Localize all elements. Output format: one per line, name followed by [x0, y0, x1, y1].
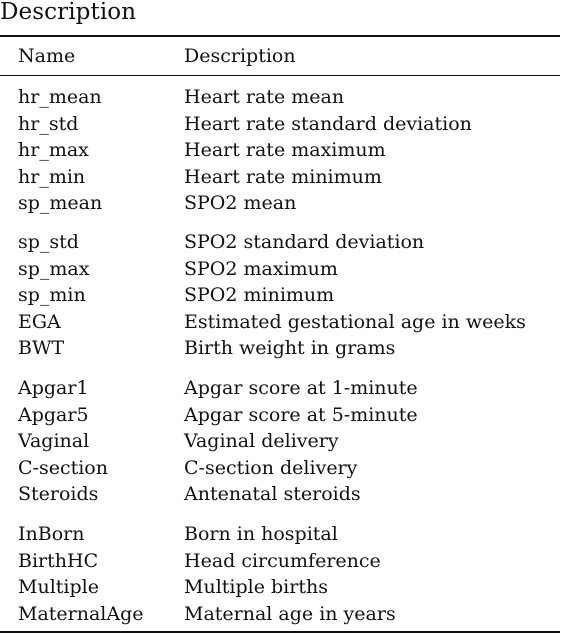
cell-name: sp_std [18, 231, 79, 253]
cell-name: hr_mean [18, 86, 102, 108]
table-row: Steroids Antenatal steroids [0, 481, 560, 508]
cell-name: Multiple [18, 576, 99, 598]
cell-description: Heart rate minimum [184, 165, 382, 188]
cell-name: C-section [18, 456, 108, 479]
header-description: Description [184, 45, 296, 67]
table-row: hr_std Heart rate standard deviation [0, 111, 560, 138]
cell-name: BWT [18, 337, 65, 359]
cell-name: EGA [18, 310, 61, 333]
bottom-rule [0, 631, 560, 633]
cell-description: SPO2 maximum [184, 257, 338, 280]
cell-description: Heart rate mean [184, 86, 345, 108]
cell-name: BirthHC [18, 549, 99, 572]
row-group-delivery: Apgar1 Apgar score at 1-minute Apgar5 Ap… [0, 375, 560, 508]
table-row: hr_mean Heart rate mean [0, 84, 560, 111]
cell-name: Apgar5 [18, 403, 89, 426]
top-rule [0, 35, 560, 37]
cell-description: SPO2 minimum [184, 284, 335, 306]
table-row: C-section C-section delivery [0, 455, 560, 482]
cell-description: Vaginal delivery [184, 430, 339, 452]
table-row: InBorn Born in hospital [0, 521, 560, 548]
cell-name: sp_min [18, 284, 86, 306]
header-rule [0, 75, 560, 76]
table-row: hr_max Heart rate maximum [0, 137, 560, 164]
cell-name: sp_mean [18, 192, 103, 214]
table-row: hr_min Heart rate minimum [0, 164, 560, 191]
table-row: EGA Estimated gestational age in weeks [0, 309, 560, 336]
row-group-heart-rate: hr_mean Heart rate mean hr_std Heart rat… [0, 84, 560, 217]
cell-name: Apgar1 [18, 377, 89, 399]
cell-name: MaternalAge [18, 602, 144, 625]
cell-description: Birth weight in grams [184, 337, 396, 359]
cell-description: Maternal age in years [184, 602, 396, 625]
cell-name: InBorn [18, 523, 85, 545]
cell-name: sp_max [18, 257, 90, 280]
cell-description: SPO2 standard deviation [184, 231, 425, 253]
table-row: BirthHC Head circumference [0, 548, 560, 575]
cell-description: Estimated gestational age in weeks [184, 310, 526, 333]
table-header: Name Description [0, 42, 560, 70]
cell-description: C-section delivery [184, 456, 358, 479]
header-name: Name [18, 45, 76, 67]
table-row: Apgar5 Apgar score at 5-minute [0, 402, 560, 429]
cell-description: Apgar score at 5-minute [184, 403, 418, 426]
cell-description: Antenatal steroids [184, 483, 361, 505]
table-caption: Description [0, 0, 137, 25]
table-row: MaternalAge Maternal age in years [0, 601, 560, 628]
cell-name: hr_max [18, 139, 89, 161]
table-row: Multiple Multiple births [0, 574, 560, 601]
cell-description: Born in hospital [184, 523, 338, 545]
cell-name: hr_min [18, 165, 86, 188]
cell-description: SPO2 mean [184, 192, 297, 214]
table-row: sp_min SPO2 minimum [0, 282, 560, 309]
table-row: sp_std SPO2 standard deviation [0, 229, 560, 256]
cell-description: Apgar score at 1-minute [184, 377, 418, 399]
cell-description: Multiple births [184, 576, 328, 598]
cell-name: Vaginal [18, 430, 90, 452]
cell-description: Head circumference [184, 549, 381, 572]
row-group-spo2: sp_std SPO2 standard deviation sp_max SP… [0, 229, 560, 362]
table-row: Vaginal Vaginal delivery [0, 428, 560, 455]
table-row: BWT Birth weight in grams [0, 335, 560, 362]
cell-name: Steroids [18, 483, 99, 505]
row-group-birth: InBorn Born in hospital BirthHC Head cir… [0, 521, 560, 627]
table-row: sp_max SPO2 maximum [0, 256, 560, 283]
table-row: sp_mean SPO2 mean [0, 190, 560, 217]
cell-name: hr_std [18, 112, 79, 135]
cell-description: Heart rate maximum [184, 139, 386, 161]
cell-description: Heart rate standard deviation [184, 112, 472, 135]
table-row: Apgar1 Apgar score at 1-minute [0, 375, 560, 402]
